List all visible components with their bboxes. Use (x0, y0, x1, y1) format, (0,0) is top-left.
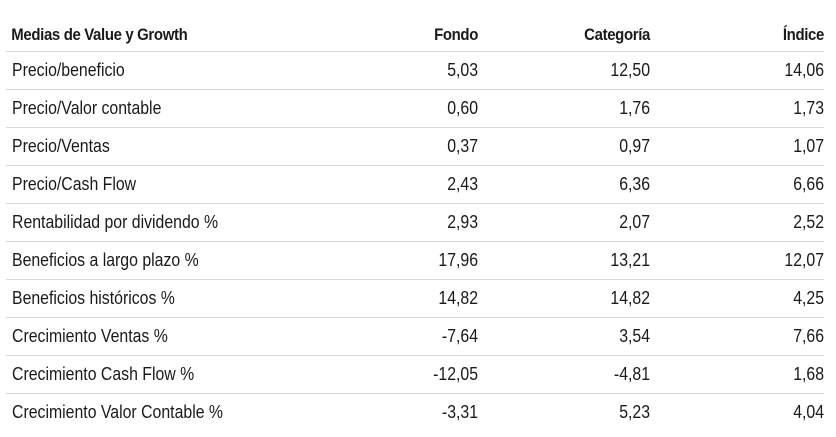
table-row: Crecimiento Ventas % -7,64 3,54 7,66 (6, 317, 824, 356)
fondo-value: -12,05 (433, 364, 478, 384)
table-row: Precio/Ventas 0,37 0,97 1,07 (6, 127, 824, 166)
row-label: Crecimiento Ventas % (12, 326, 168, 346)
header-medias-value-growth: Medias de Value y Growth (6, 18, 307, 52)
indice-value: 7,66 (793, 326, 824, 346)
table-row: Precio/Valor contable 0,60 1,76 1,73 (6, 89, 824, 128)
value-growth-table: Medias de Value y Growth Fondo Categoría… (6, 18, 824, 431)
categoria-value: 0,97 (619, 136, 650, 156)
fondo-value: 17,96 (438, 250, 478, 270)
table-row: Crecimiento Cash Flow % -12,05 -4,81 1,6… (6, 355, 824, 394)
fondo-value: 2,93 (447, 212, 478, 232)
row-label: Crecimiento Valor Contable % (12, 402, 224, 422)
header-fondo: Fondo (363, 18, 478, 52)
fondo-value: 0,60 (447, 98, 478, 118)
row-label: Beneficios históricos % (12, 288, 175, 308)
categoria-value: 13,21 (610, 250, 650, 270)
categoria-value: 2,07 (619, 212, 650, 232)
header-categoria: Categoría (498, 18, 650, 52)
row-label: Precio/beneficio (12, 60, 125, 80)
indice-value: 1,73 (793, 98, 824, 118)
table-row: Precio/Cash Flow 2,43 6,36 6,66 (6, 165, 824, 204)
categoria-value: 1,76 (619, 98, 650, 118)
indice-value: 6,66 (793, 174, 824, 194)
fondo-value: 5,03 (447, 60, 478, 80)
indice-value: 2,52 (793, 212, 824, 232)
indice-value: 14,06 (784, 60, 824, 80)
row-label: Rentabilidad por dividendo % (12, 212, 219, 232)
row-label: Precio/Cash Flow (12, 174, 137, 194)
fondo-value: 14,82 (438, 288, 478, 308)
value-growth-table-container: Medias de Value y Growth Fondo Categoría… (6, 18, 824, 431)
table-row: Rentabilidad por dividendo % 2,93 2,07 2… (6, 203, 824, 242)
indice-value: 1,07 (793, 136, 824, 156)
row-label: Precio/Valor contable (12, 98, 162, 118)
indice-value: 4,04 (793, 402, 824, 422)
categoria-value: 14,82 (610, 288, 650, 308)
indice-value: 4,25 (793, 288, 824, 308)
row-label: Precio/Ventas (12, 136, 110, 156)
row-label: Beneficios a largo plazo % (12, 250, 199, 270)
indice-value: 1,68 (793, 364, 824, 384)
fondo-value: 0,37 (447, 136, 478, 156)
table-header-row: Medias de Value y Growth Fondo Categoría… (6, 18, 824, 52)
categoria-value: 3,54 (619, 326, 650, 346)
categoria-value: 5,23 (619, 402, 650, 422)
fondo-value: -3,31 (441, 402, 478, 422)
categoria-value: -4,81 (613, 364, 650, 384)
fondo-value: -7,64 (441, 326, 478, 346)
categoria-value: 12,50 (610, 60, 650, 80)
indice-value: 12,07 (784, 250, 824, 270)
table-row: Precio/beneficio 5,03 12,50 14,06 (6, 51, 824, 90)
header-indice: Índice (670, 18, 824, 52)
row-label: Crecimiento Cash Flow % (12, 364, 195, 384)
categoria-value: 6,36 (619, 174, 650, 194)
table-row: Beneficios a largo plazo % 17,96 13,21 1… (6, 241, 824, 280)
table-row: Crecimiento Valor Contable % -3,31 5,23 … (6, 394, 824, 432)
table-row: Beneficios históricos % 14,82 14,82 4,25 (6, 279, 824, 318)
fondo-value: 2,43 (447, 174, 478, 194)
